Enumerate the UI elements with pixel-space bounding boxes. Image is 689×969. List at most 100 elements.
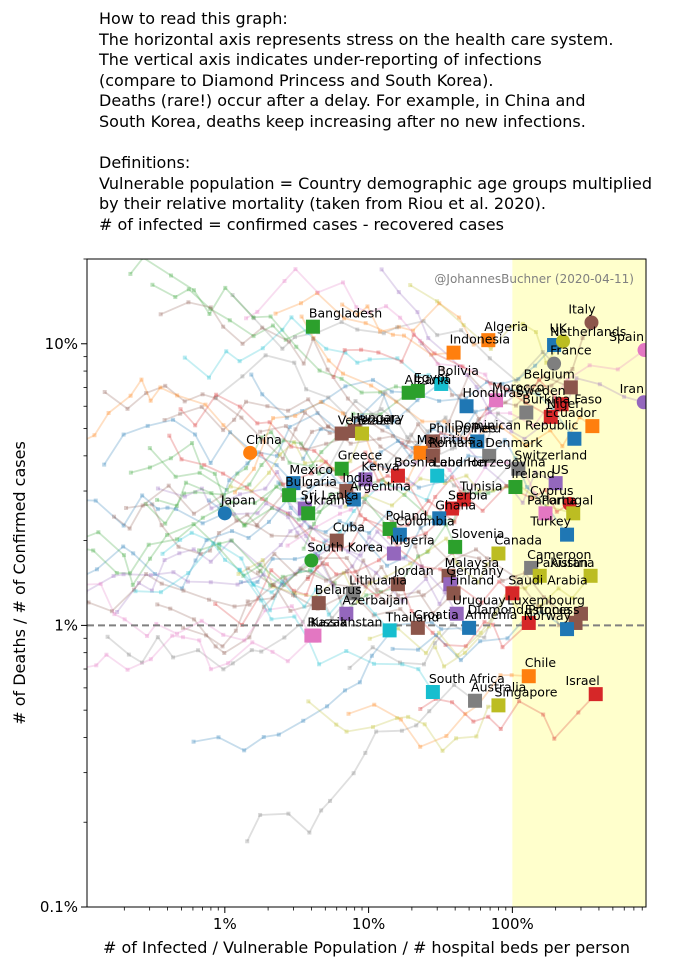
country-trail-point [523, 400, 528, 405]
country-trail-point [482, 619, 487, 624]
country-trail-point [556, 623, 561, 628]
country-trail-point [309, 569, 314, 574]
country-label: Thailand [385, 609, 440, 624]
country-trail-point [338, 529, 343, 534]
country-trail-point [423, 574, 428, 579]
country-trail-point [327, 431, 332, 436]
country-trail-point [522, 436, 527, 441]
country-trail-point [435, 299, 440, 304]
country-trail-point [111, 573, 116, 578]
country-trail-point [313, 587, 318, 592]
country-trail-point [477, 556, 482, 561]
description-line: South Korea, deaths keep increasing afte… [99, 111, 586, 131]
country-trail-point [418, 525, 423, 530]
country-label: China [246, 432, 282, 447]
country-trail-point [270, 582, 275, 587]
country-trail-point [395, 438, 400, 443]
country-trail-point [370, 377, 375, 382]
country-trail-point [260, 392, 265, 397]
country-trail-point [177, 551, 182, 556]
country-trail-point [192, 617, 197, 622]
country-marker [334, 461, 349, 476]
country-trail-point [260, 325, 265, 330]
country-trail-point [304, 387, 309, 392]
country-trail-point [434, 633, 439, 638]
country-trail-point [384, 304, 389, 309]
country-trail-point [302, 410, 307, 415]
country-trail-point [300, 619, 305, 624]
country-trail-point [458, 658, 463, 663]
country-trail-point [451, 518, 456, 523]
country-trail-point [399, 440, 404, 445]
country-trail-point [173, 474, 178, 479]
country-trail-point [230, 661, 235, 666]
country-trail-point [306, 574, 311, 579]
country-trail-point [276, 506, 281, 511]
country-trail-point [263, 486, 268, 491]
country-trail-point [269, 430, 274, 435]
country-trail-point [148, 398, 153, 403]
country-trail-point [436, 420, 441, 425]
country-trail-point [486, 491, 491, 496]
country-trail-point [128, 271, 133, 276]
country-trail-point [415, 373, 420, 378]
country-trail-point [318, 427, 323, 432]
country-trail-point [352, 522, 357, 527]
country-trail-point [326, 395, 331, 400]
country-trail-point [351, 771, 356, 776]
country-trail-point [122, 553, 127, 558]
country-trail-point [479, 493, 484, 498]
country-trail-point [520, 321, 525, 326]
country-trail-point [344, 568, 349, 573]
country-trail-point [251, 316, 256, 321]
country-trail-point [483, 372, 488, 377]
country-trail-point [395, 419, 400, 424]
country-trail-point [449, 393, 454, 398]
country-trail-point [426, 336, 431, 341]
country-trail-point [128, 571, 133, 576]
country-trail-point [401, 333, 406, 338]
country-trail-point [504, 388, 509, 393]
country-trail-point [432, 461, 437, 466]
country-trail-point [535, 392, 540, 397]
country-trail [392, 610, 568, 662]
country-trail-point [359, 347, 364, 352]
country-trail-point [409, 609, 414, 614]
country-trail [345, 474, 574, 515]
country-trail [149, 392, 410, 492]
country-trail-point [232, 604, 237, 609]
country-trail [87, 572, 319, 613]
country-trail-point [485, 406, 490, 411]
country-label: Poland [386, 508, 428, 523]
country-label: Peru [473, 420, 501, 435]
country-trail-point [306, 397, 311, 402]
country-trail-point [105, 634, 110, 639]
country-trail-point [329, 580, 334, 585]
country-trail-point [200, 515, 205, 520]
country-trail-point [508, 387, 513, 392]
country-marker [583, 568, 598, 583]
country-trail-point [343, 384, 348, 389]
country-trail-point [338, 547, 343, 552]
country-trail-point [299, 314, 304, 319]
description-line: The horizontal axis represents stress on… [99, 29, 614, 49]
country-trail-point [331, 374, 336, 379]
country-trail-point [341, 570, 346, 575]
country-trail-point [256, 570, 261, 575]
country-trail-point [282, 635, 287, 640]
country-trail-point [127, 526, 132, 531]
country-trail-point [240, 341, 245, 346]
country-trail-point [280, 579, 285, 584]
country-trail-point [262, 439, 267, 444]
axis-ticks: 1% 10% 100% 0.1% 1% 10% [40, 258, 643, 933]
country-trail-point [429, 352, 434, 357]
country-trail-point [464, 396, 469, 401]
country-label: Chile [525, 655, 557, 670]
country-trail-point [413, 460, 418, 465]
country-label: South Korea [307, 539, 383, 554]
country-trail-point [381, 331, 386, 336]
country-trail-point [270, 596, 275, 601]
country-trail-point [121, 572, 126, 577]
country-trail-point [488, 410, 493, 415]
country-trail-point [170, 633, 175, 638]
